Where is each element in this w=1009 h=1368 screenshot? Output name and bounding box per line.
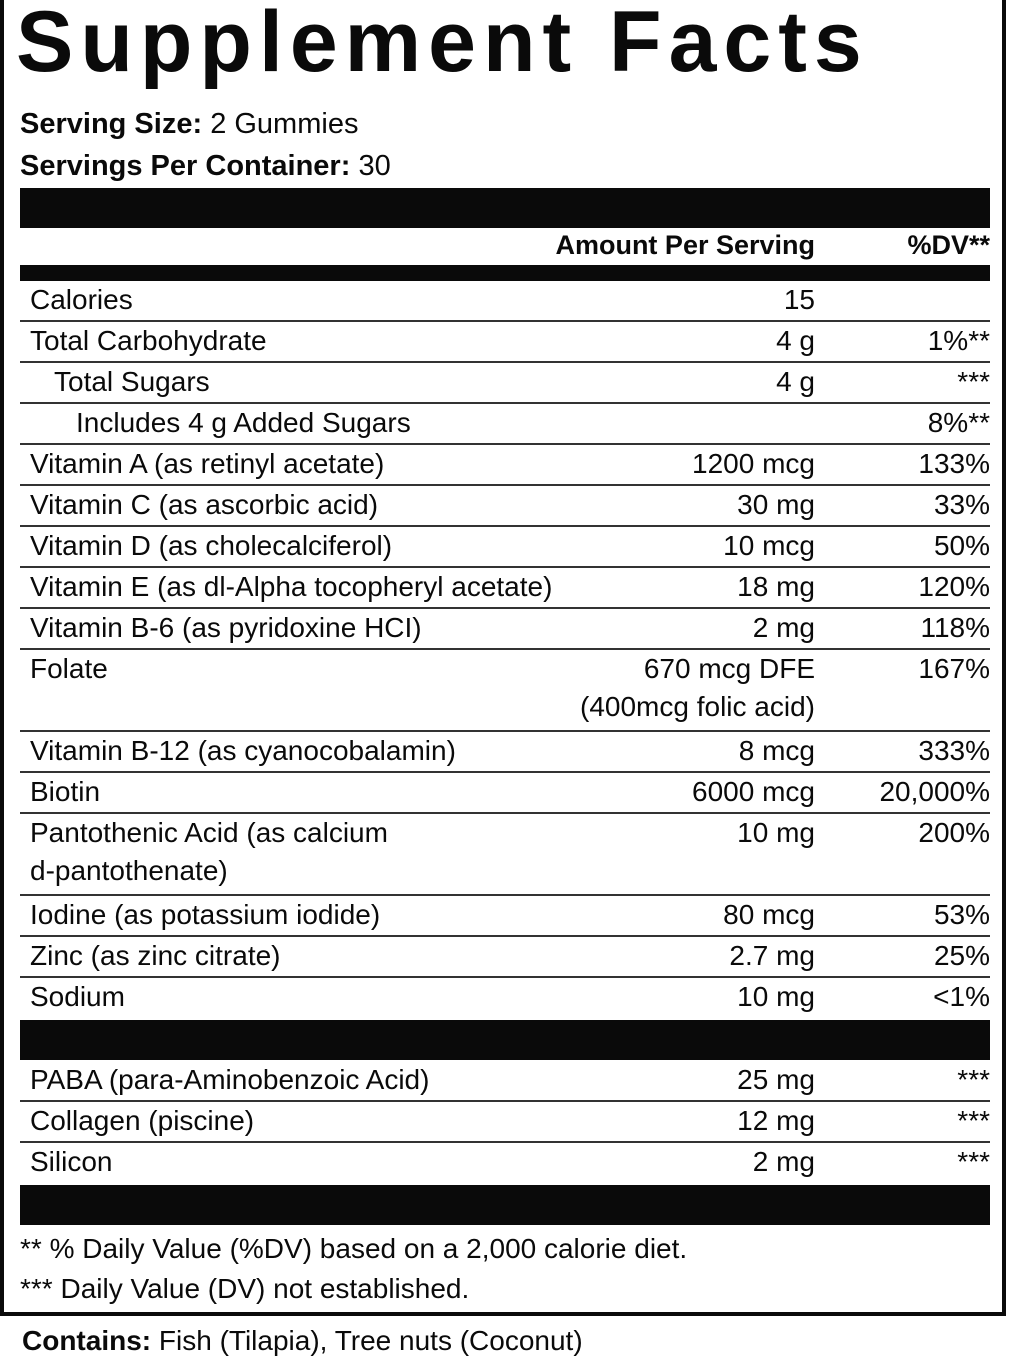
nutrient-name: Folate (30, 653, 108, 684)
dv-header: %DV** (907, 230, 990, 260)
nutrient-row: Collagen (piscine) 12 mg *** (20, 1102, 990, 1143)
nutrient-name: Biotin (30, 776, 101, 807)
nutrient-dv: 118% (920, 612, 990, 643)
nutrient-name: Iodine (as potassium iodide) (30, 899, 381, 930)
nutrient-name: Vitamin D (as cholecalciferol) (30, 530, 393, 561)
nutrient-amount: 8 mcg (738, 735, 815, 766)
nutrient-dv: <1% (933, 981, 990, 1012)
nutrient-row: Folate 670 mcg DFE (400mcg folic acid) 167% (20, 650, 990, 732)
nutrient-amount: 4 g (776, 366, 815, 397)
nutrient-name: Calories (30, 284, 133, 315)
nutrient-amount: 2 mg (752, 612, 815, 643)
nutrient-dv: 8%** (927, 407, 990, 438)
nutrient-row: Zinc (as zinc citrate) 2.7 mg 25% (20, 937, 990, 978)
nutrient-name: Collagen (piscine) (30, 1105, 255, 1136)
nutrient-dv: *** (957, 1105, 990, 1136)
nutrient-row: Includes 4 g Added Sugars 8%** (20, 404, 990, 445)
nutrient-dv: 53% (933, 899, 990, 930)
nutrient-name: Vitamin B-6 (as pyridoxine HCI) (30, 612, 422, 643)
nutrient-row: Sodium 10 mg <1% (20, 978, 990, 1019)
nutrient-row: Silicon 2 mg *** (20, 1143, 990, 1184)
nutrient-dv: 167% (918, 653, 990, 684)
divider-bar (20, 1185, 990, 1225)
footnote-not-established: *** Daily Value (DV) not established. (20, 1273, 470, 1304)
nutrient-amount: 18 mg (737, 571, 815, 602)
nutrient-amount: 4 g (776, 325, 815, 356)
nutrient-name: Vitamin C (as ascorbic acid) (30, 489, 379, 520)
amount-line: 670 mcg DFE (643, 653, 815, 684)
nutrient-dv: *** (957, 1064, 990, 1095)
nutrient-row: Total Carbohydrate 4 g 1%** (20, 322, 990, 363)
nutrient-row: Vitamin C (as ascorbic acid) 30 mg 33% (20, 486, 990, 527)
column-header: Amount Per Serving %DV** (20, 228, 990, 265)
nutrient-name: Vitamin E (as dl-Alpha tocopheryl acetat… (30, 571, 553, 602)
nutrient-row: PABA (para-Aminobenzoic Acid) 25 mg *** (20, 1061, 990, 1102)
divider-bar (20, 1020, 990, 1060)
nutrient-amount: 2 mg (752, 1146, 815, 1177)
amount-header: Amount Per Serving (555, 230, 815, 260)
nutrient-row: Vitamin D (as cholecalciferol) 10 mcg 50% (20, 527, 990, 568)
nutrient-amount: 15 (783, 284, 815, 315)
nutrient-row: Vitamin B-6 (as pyridoxine HCI) 2 mg 118% (20, 609, 990, 650)
panel-title: Supplement Facts (16, 0, 869, 90)
nutrient-dv: 120% (918, 571, 990, 602)
nutrient-name: Includes 4 g Added Sugars (76, 407, 411, 438)
servings-per-container: Servings Per Container: 30 (20, 150, 391, 182)
nutrient-name: Total Sugars (54, 366, 210, 397)
nutrient-amount: 10 mg (737, 817, 815, 848)
nutrient-dv: 20,000% (879, 776, 990, 807)
nutrient-row: Iodine (as potassium iodide) 80 mcg 53% (20, 896, 990, 937)
nutrient-amount: 670 mcg DFE (400mcg folic acid) (580, 650, 815, 726)
nutrient-row: Vitamin E (as dl-Alpha tocopheryl acetat… (20, 568, 990, 609)
nutrient-dv: 50% (933, 530, 990, 561)
nutrient-amount: 80 mcg (723, 899, 815, 930)
nutrient-name: Vitamin B-12 (as cyanocobalamin) (30, 735, 456, 766)
divider-bar (20, 188, 990, 228)
divider-bar (20, 265, 990, 281)
nutrient-name-line: Pantothenic Acid (as calcium (30, 817, 388, 848)
nutrient-name: Zinc (as zinc citrate) (30, 940, 281, 971)
nutrient-dv: 33% (933, 489, 990, 520)
nutrient-amount: 25 mg (737, 1064, 815, 1095)
nutrient-amount: 30 mg (737, 489, 815, 520)
nutrient-row: Total Sugars 4 g *** (20, 363, 990, 404)
nutrient-row: Vitamin A (as retinyl acetate) 1200 mcg 13… (20, 445, 990, 486)
nutrient-name: Vitamin A (as retinyl acetate) (30, 448, 385, 479)
nutrient-row: Calories 15 (20, 281, 990, 322)
nutrient-name: Sodium (30, 981, 125, 1012)
amount-line: (400mcg folic acid) (580, 691, 815, 722)
nutrient-dv: 25% (933, 940, 990, 971)
nutrient-name: Pantothenic Acid (as calcium d-pantothena… (30, 814, 630, 890)
serving-size: Serving Size: 2 Gummies (20, 108, 359, 140)
nutrient-row: Biotin 6000 mcg 20,000% (20, 773, 990, 814)
nutrient-dv: *** (957, 1146, 990, 1177)
supplement-facts-panel (0, 0, 1006, 1316)
nutrient-name-line: d-pantothenate) (30, 855, 228, 886)
nutrient-amount: 12 mg (737, 1105, 815, 1136)
nutrient-dv: 333% (918, 735, 990, 766)
nutrient-dv: 133% (918, 448, 990, 479)
other-ingredients-list: PABA (para-Aminobenzoic Acid) 25 mg *** Col… (20, 1061, 990, 1184)
nutrient-amount: 6000 mcg (692, 776, 815, 807)
allergen-statement: Contains: Fish (Tilapia), Tree nuts (Coc… (22, 1325, 583, 1356)
nutrient-amount: 10 mg (737, 981, 815, 1012)
nutrient-list: Calories 15 Total Carbohydrate 4 g 1%** Total… (20, 281, 990, 1019)
nutrient-dv: 200% (918, 817, 990, 848)
nutrient-amount: 10 mcg (723, 530, 815, 561)
nutrient-name: Total Carbohydrate (30, 325, 267, 356)
nutrient-amount: 2.7 mg (729, 940, 815, 971)
nutrient-dv: 1%** (927, 325, 990, 356)
nutrient-row: Pantothenic Acid (as calcium d-pantothena… (20, 814, 990, 896)
nutrient-name: PABA (para-Aminobenzoic Acid) (30, 1064, 430, 1095)
nutrient-name: Silicon (30, 1146, 113, 1177)
nutrient-row: Vitamin B-12 (as cyanocobalamin) 8 mcg 333… (20, 732, 990, 773)
nutrient-dv: *** (957, 366, 990, 397)
footnote-dv: ** % Daily Value (%DV) based on a 2,000 … (20, 1233, 688, 1264)
nutrient-amount: 1200 mcg (692, 448, 815, 479)
